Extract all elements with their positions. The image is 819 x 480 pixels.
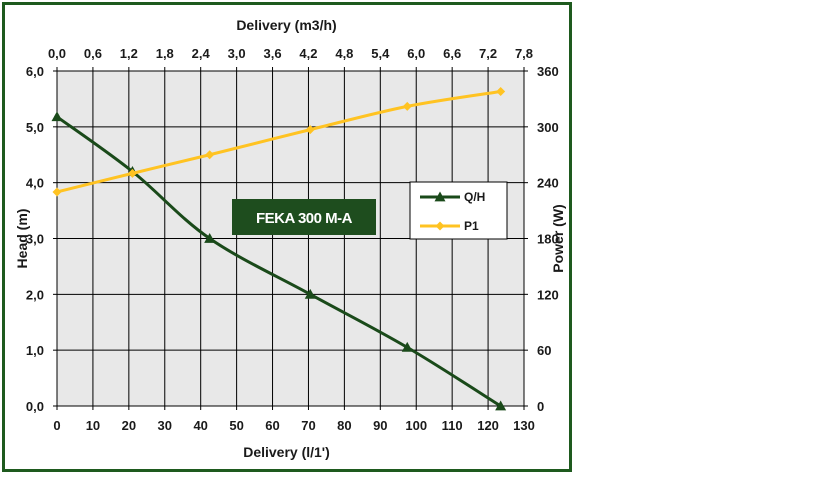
- data-point-diamond: [127, 168, 137, 178]
- x-top-tick-label: 7,2: [479, 46, 497, 61]
- y-tick-label: 4,0: [26, 176, 44, 191]
- y-tick-label: 1,0: [26, 343, 44, 358]
- x-top-tick-label: 0,0: [48, 46, 66, 61]
- y-right-tick-label: 240: [537, 176, 559, 191]
- data-point-triangle: [495, 400, 507, 411]
- y-right-tick-label: 360: [537, 64, 559, 79]
- x-tick-label: 10: [86, 418, 100, 433]
- x-top-tick-label: 1,8: [156, 46, 174, 61]
- x-tick-label: 130: [513, 418, 535, 433]
- x-top-tick-label: 1,2: [120, 46, 138, 61]
- x-tick-label: 90: [373, 418, 387, 433]
- legend-label: Q/H: [464, 190, 485, 204]
- x-top-tick-label: 5,4: [371, 46, 390, 61]
- x-top-tick-label: 4,2: [299, 46, 317, 61]
- data-point-triangle: [401, 341, 413, 352]
- data-point-triangle: [434, 191, 446, 202]
- data-point-triangle: [51, 111, 63, 122]
- data-point-diamond: [305, 125, 315, 135]
- x-tick-label: 50: [229, 418, 243, 433]
- y-right-tick-label: 60: [537, 343, 551, 358]
- x-tick-label: 70: [301, 418, 315, 433]
- data-point-diamond: [205, 150, 215, 160]
- y-right-tick-label: 300: [537, 120, 559, 135]
- x-top-tick-label: 4,8: [335, 46, 353, 61]
- legend-label: P1: [464, 219, 479, 233]
- legend-item: Q/H: [420, 190, 485, 204]
- x-axis-bottom-title: Delivery (l/1'): [243, 444, 330, 460]
- x-tick-label: 20: [122, 418, 136, 433]
- y-right-tick-label: 120: [537, 287, 559, 302]
- legend-item: P1: [420, 219, 479, 233]
- x-top-tick-label: 2,4: [192, 46, 211, 61]
- legend-box: [409, 181, 508, 240]
- x-top-tick-label: 6,0: [407, 46, 425, 61]
- data-point-diamond: [52, 187, 62, 197]
- x-tick-label: 0: [53, 418, 60, 433]
- chart-title-badge-bg: [232, 199, 376, 235]
- x-top-tick-label: 3,0: [228, 46, 246, 61]
- y-tick-label: 3,0: [26, 232, 44, 247]
- x-axis-top-title: Delivery (m3/h): [236, 17, 336, 33]
- chart-title: FEKA 300 M-A: [256, 210, 353, 227]
- x-top-tick-label: 3,6: [263, 46, 281, 61]
- legend: Q/H P1: [409, 181, 508, 240]
- chart-title-badge: FEKA 300 M-A: [232, 199, 376, 235]
- x-tick-label: 110: [442, 418, 463, 433]
- legend-items: Q/H P1: [420, 190, 485, 233]
- series-p1: [52, 86, 506, 197]
- x-tick-label: 80: [337, 418, 351, 433]
- data-point-diamond: [402, 101, 412, 111]
- series-layer: [51, 86, 507, 411]
- x-tick-label: 40: [193, 418, 207, 433]
- y-tick-label: 5,0: [26, 120, 44, 135]
- x-tick-label: 120: [477, 418, 499, 433]
- y-tick-label: 2,0: [26, 287, 44, 302]
- x-top-tick-label: 7,8: [515, 46, 533, 61]
- y-right-tick-label: 0: [537, 399, 544, 414]
- y-tick-label: 0,0: [26, 399, 44, 414]
- data-point-diamond: [435, 221, 445, 231]
- ticks-layer: 0 10 20 30 40 50 60 70 80 90 100 110 120 130 0,0 0,6 1,2…: [26, 46, 559, 433]
- data-point-triangle: [204, 233, 216, 243]
- series-line: [56, 115, 502, 408]
- data-point-triangle: [304, 288, 316, 299]
- x-tick-label: 30: [158, 418, 172, 433]
- y-axis-right-title: Power (W): [550, 204, 566, 272]
- x-tick-label: 60: [265, 418, 279, 433]
- x-top-tick-label: 0,6: [84, 46, 102, 61]
- y-right-tick-label: 180: [537, 232, 559, 247]
- y-tick-label: 6,0: [26, 64, 44, 79]
- x-top-tick-label: 6,6: [443, 46, 461, 61]
- x-tick-label: 100: [405, 418, 427, 433]
- data-point-diamond: [496, 86, 506, 96]
- y-axis-left-title: Head (m): [14, 209, 30, 269]
